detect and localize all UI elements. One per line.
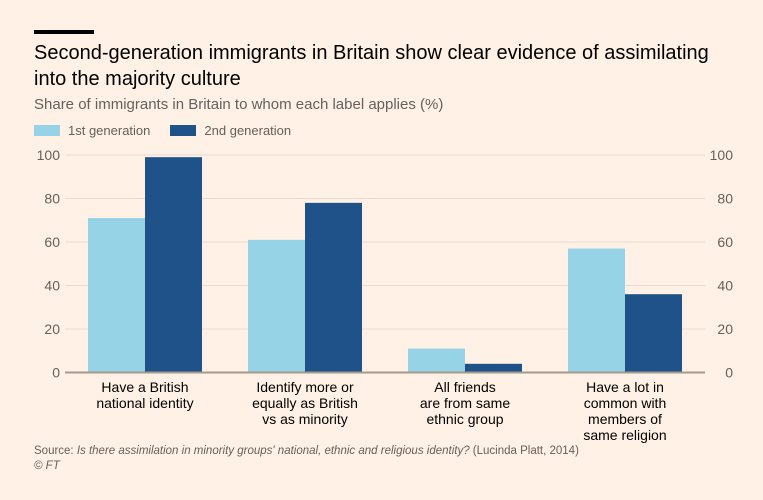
legend-item-1st: 1st generation bbox=[34, 123, 150, 138]
x-category-label-line: Identify more or bbox=[256, 379, 354, 395]
x-category-label-line: ethnic group bbox=[426, 411, 503, 427]
chart-subtitle: Share of immigrants in Britain to whom e… bbox=[34, 96, 444, 113]
x-category-label-line: are from same bbox=[420, 395, 510, 411]
bar-1st-generation bbox=[248, 239, 305, 373]
bar-1st-generation bbox=[408, 348, 465, 373]
x-category-label-line: Have a British bbox=[101, 379, 188, 395]
y-tick-label-right: 60 bbox=[717, 234, 733, 250]
x-category-label: All friends are from same ethnic group bbox=[420, 379, 510, 427]
x-category-label: Have a British national identity bbox=[96, 379, 193, 411]
x-category-label-line: Have a lot in bbox=[586, 379, 664, 395]
bar-2nd-generation bbox=[465, 363, 522, 373]
header-rule bbox=[34, 30, 94, 34]
y-tick-label-left: 20 bbox=[44, 321, 60, 337]
source-suffix: (Lucinda Platt, 2014) bbox=[469, 445, 579, 457]
legend-label-1st: 1st generation bbox=[68, 123, 151, 138]
source-title: Is there assimilation in minority groups… bbox=[76, 445, 470, 457]
bar-1st-generation bbox=[568, 248, 625, 373]
legend: 1st generation 2nd generation bbox=[34, 123, 291, 138]
source-note: Source: Is there assimilation in minorit… bbox=[34, 444, 579, 474]
x-category-label-line: members of bbox=[588, 411, 662, 427]
source-prefix: Source: bbox=[34, 445, 77, 457]
x-category-label: Identify more or equally as British vs as … bbox=[252, 379, 358, 427]
y-tick-label-left: 60 bbox=[44, 234, 60, 250]
legend-item-2nd: 2nd generation bbox=[170, 123, 291, 138]
bar-2nd-generation bbox=[145, 157, 202, 373]
x-category-label-line: national identity bbox=[96, 395, 193, 411]
bar-2nd-generation bbox=[305, 202, 362, 373]
x-category-label-line: same religion bbox=[583, 427, 666, 443]
y-tick-label-left: 40 bbox=[44, 278, 60, 294]
y-tick-label-right: 80 bbox=[717, 191, 733, 207]
y-tick-label-left: 100 bbox=[37, 147, 61, 163]
x-category-label-line: common with bbox=[584, 395, 666, 411]
y-tick-label-left: 0 bbox=[52, 365, 60, 381]
y-tick-label-right: 20 bbox=[717, 321, 733, 337]
x-category-label: Have a lot in common with members of same r… bbox=[583, 379, 666, 443]
x-category-label-line: equally as British bbox=[252, 395, 358, 411]
legend-swatch-2nd bbox=[170, 125, 197, 136]
chart-title: Second-generation immigrants in Britain … bbox=[34, 42, 709, 90]
legend-label-2nd: 2nd generation bbox=[204, 123, 292, 138]
bar-2nd-generation bbox=[625, 294, 682, 373]
y-tick-label-right: 0 bbox=[725, 365, 733, 381]
y-tick-label-right: 40 bbox=[717, 278, 733, 294]
copyright: © FT bbox=[34, 460, 60, 472]
y-tick-label-right: 100 bbox=[710, 147, 734, 163]
x-category-label-line: vs as minority bbox=[262, 411, 348, 427]
bar-1st-generation bbox=[88, 218, 145, 373]
y-tick-label-left: 80 bbox=[44, 191, 60, 207]
x-category-label-line: All friends bbox=[434, 379, 495, 395]
legend-swatch-1st bbox=[34, 125, 60, 136]
